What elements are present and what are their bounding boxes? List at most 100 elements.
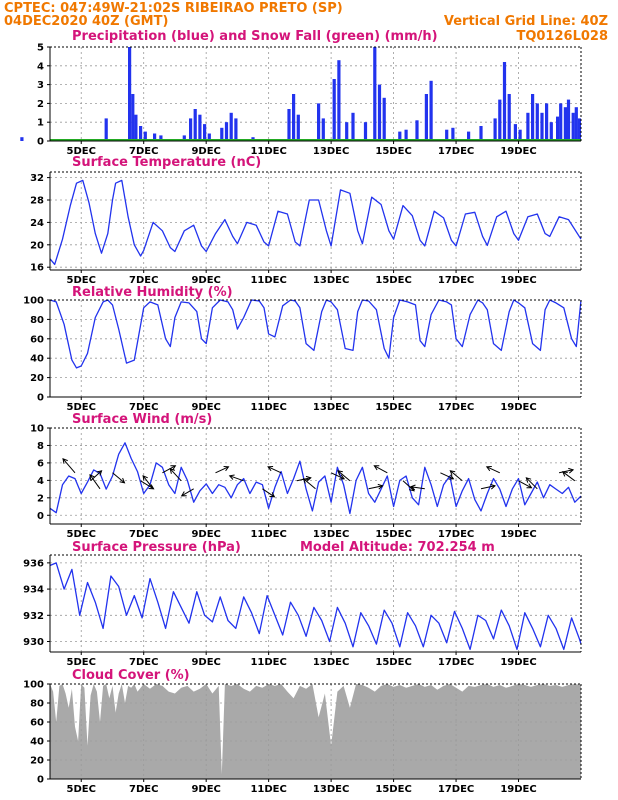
- x-tick-label-7: 19DEC: [500, 784, 536, 795]
- wind-panel: Surface Wind (m/s) 0 2 4 6 8 10 5DEC 7DEC 9DEC 11…: [30, 412, 582, 540]
- x-tick-label-1: 7DEC: [129, 275, 158, 286]
- x-tick-label-3: 11DEC: [250, 146, 286, 157]
- y-tick-label-0: 0: [37, 137, 44, 148]
- y-tick-label-1: 1: [37, 118, 44, 129]
- precip-bar-31: [377, 84, 382, 141]
- y-tick-label-2: 24: [30, 218, 44, 229]
- x-tick-label-3: 11DEC: [250, 784, 286, 795]
- x-tick-label-4: 13DEC: [313, 402, 349, 413]
- wind-arrow-8: [181, 488, 194, 497]
- x-tick-label-2: 9DEC: [191, 784, 220, 795]
- wind-arrow-6: [162, 465, 176, 474]
- precip-bar-48: [526, 112, 530, 141]
- y-tick-label-3: 60: [30, 718, 44, 729]
- x-tick-label-5: 15DEC: [375, 275, 411, 286]
- wind-arrow-25: [518, 480, 532, 489]
- wind-arrow-head-0: [62, 458, 68, 464]
- y-tick-label-1: 20: [30, 756, 44, 767]
- precip-bar-21: [292, 94, 296, 141]
- wind-arrow-head-28: [561, 471, 568, 477]
- x-tick-label-1: 7DEC: [129, 657, 158, 668]
- precip-bar-28: [351, 112, 355, 141]
- y-tick-label-2: 40: [30, 737, 44, 748]
- wind-arrow-head-4: [148, 484, 155, 490]
- y-tick-label-5: 10: [30, 424, 44, 435]
- precip-bar-25: [332, 79, 336, 141]
- precip-bar-52: [545, 103, 549, 141]
- humidity-title: Relative Humidity (%): [72, 285, 233, 300]
- precip-bar-8: [159, 135, 163, 141]
- precip-bar-20: [287, 109, 291, 141]
- x-tick-label-6: 17DEC: [438, 402, 474, 413]
- x-tick-label-2: 9DEC: [191, 529, 220, 540]
- precip-bar-30: [373, 47, 377, 141]
- wind-arrow-23: [480, 485, 496, 490]
- x-tick-label-6: 17DEC: [438, 784, 474, 795]
- wind-arrow-head-27: [568, 467, 575, 474]
- x-tick-label-0: 5DEC: [67, 402, 96, 413]
- precip-bar-24: [321, 118, 325, 141]
- x-tick-label-0: 5DEC: [67, 275, 96, 286]
- header-date: 04DEC2020 40Z (GMT): [4, 14, 168, 29]
- precip-bar-15: [220, 127, 224, 141]
- x-tick-label-5: 15DEC: [375, 529, 411, 540]
- x-tick-label-7: 19DEC: [500, 275, 536, 286]
- y-tick-label-0: 0: [37, 775, 44, 786]
- pressure-series-line: [49, 562, 582, 651]
- x-tick-label-5: 15DEC: [375, 402, 411, 413]
- wind-arrow-24: [486, 466, 501, 474]
- x-tick-label-4: 13DEC: [313, 146, 349, 157]
- x-tick-label-1: 7DEC: [129, 402, 158, 413]
- wind-series-line: [49, 442, 582, 515]
- y-tick-label-5: 100: [23, 296, 44, 307]
- precip-bar-47: [518, 129, 522, 141]
- x-tick-label-2: 9DEC: [191, 146, 220, 157]
- wind-arrow-head-14: [302, 478, 309, 484]
- wind-arrow-21: [440, 472, 454, 480]
- precip-bar-4: [134, 114, 138, 141]
- y-tick-label-3: 3: [37, 80, 44, 91]
- wind-arrow-12: [267, 466, 282, 474]
- y-tick-label-1: 20: [30, 240, 44, 251]
- wind-arrow-0: [62, 458, 76, 474]
- x-tick-label-6: 17DEC: [438, 146, 474, 157]
- precip-bar-54: [556, 116, 560, 141]
- wind-arrow-22: [449, 470, 463, 482]
- x-tick-label-6: 17DEC: [438, 529, 474, 540]
- x-tick-label-3: 11DEC: [250, 529, 286, 540]
- precip-bar-37: [429, 80, 433, 141]
- y-tick-label-4: 4: [37, 61, 44, 72]
- x-tick-label-2: 9DEC: [191, 402, 220, 413]
- precip-bar-51: [540, 112, 544, 141]
- wind-arrow-head-16: [337, 470, 343, 476]
- wind-arrow-head-23: [490, 483, 497, 490]
- y-tick-label-4: 80: [30, 699, 44, 710]
- x-tick-label-1: 7DEC: [129, 784, 158, 795]
- precip-bar-16: [224, 122, 229, 141]
- x-tick-label-3: 11DEC: [250, 402, 286, 413]
- y-tick-label-2: 2: [37, 99, 44, 110]
- wind-arrow-head-11: [269, 492, 276, 498]
- wind-arrow-7: [169, 468, 182, 482]
- cloud-title: Cloud Cover (%): [72, 668, 190, 683]
- y-tick-label-3: 28: [30, 196, 44, 207]
- precip-bar-36: [424, 94, 428, 141]
- wind-arrow-9: [215, 466, 229, 474]
- y-tick-label-2: 40: [30, 354, 44, 365]
- precip-bar-33: [398, 131, 402, 141]
- wind-arrow-head-6: [170, 465, 177, 471]
- precip-bar-2: [128, 47, 132, 141]
- x-tick-label-7: 19DEC: [500, 657, 536, 668]
- wind-arrow-head-2: [89, 473, 95, 480]
- wind-arrow-head-20: [409, 484, 416, 491]
- wind-arrow-head-10: [228, 474, 235, 480]
- wind-arrow-4: [140, 480, 154, 490]
- precip-bar-59: [574, 107, 578, 141]
- wind-arrow-15: [330, 472, 345, 480]
- precip-bar-53: [549, 122, 553, 141]
- y-tick-label-0: 0: [37, 393, 44, 404]
- temperature-title: Surface Temperature (nC): [72, 155, 261, 170]
- precip-bar-57: [566, 99, 571, 141]
- wind-arrow-head-1: [96, 470, 103, 476]
